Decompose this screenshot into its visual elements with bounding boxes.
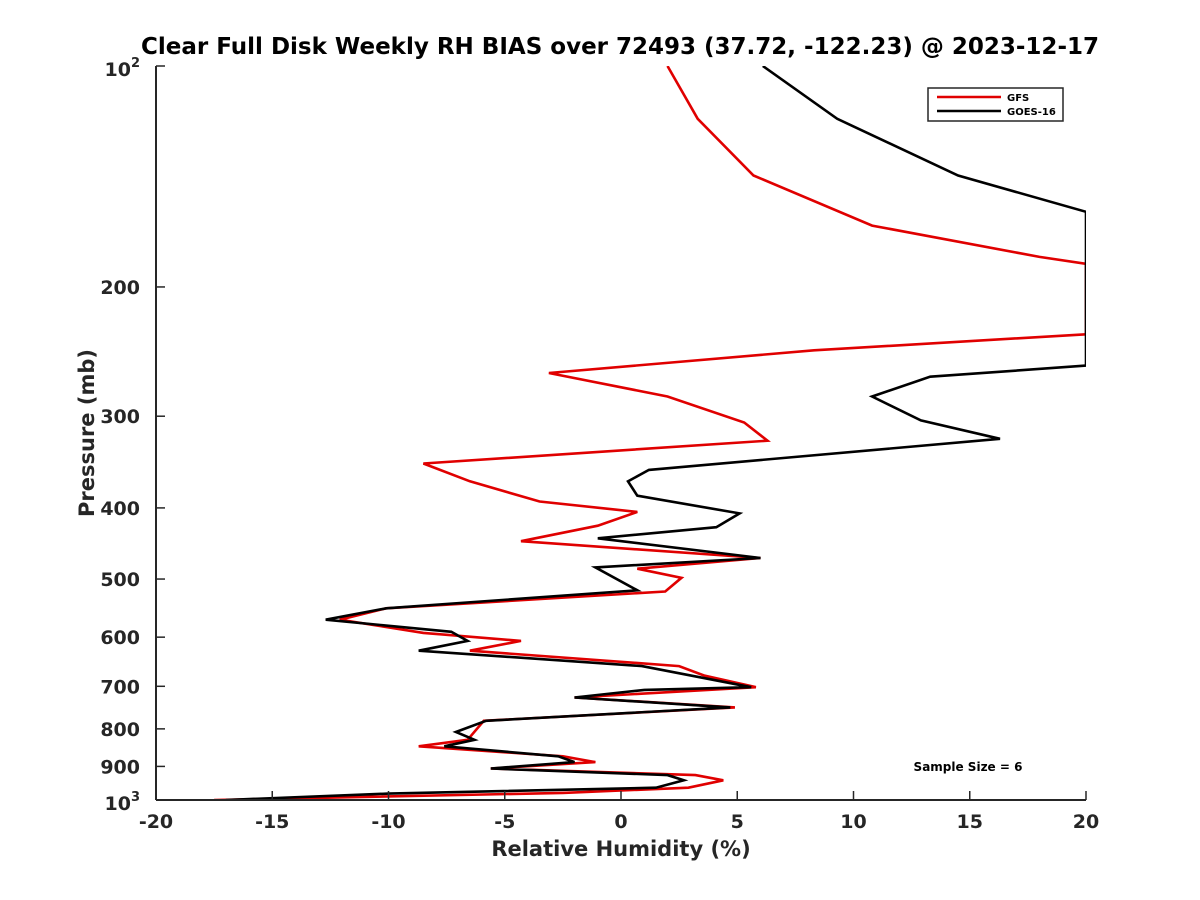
x-tick-label: -10 [371,811,405,833]
series-line-gfs [214,66,1086,800]
sample-size-annotation: Sample Size = 6 [914,760,1023,774]
x-axis-label: Relative Humidity (%) [491,837,750,861]
y-ticks: 200 300 400 500 600 700 800 900 [100,65,165,801]
y-tick-label: 500 [100,569,140,591]
x-tick-label: 0 [614,811,627,833]
y-tick-label: 800 [100,719,140,741]
y-axis-label: Pressure (mb) [75,349,99,517]
series-line-goes16 [225,66,1086,800]
legend: GFS GOES-16 [927,87,1064,122]
chart-title: Clear Full Disk Weekly RH BIAS over 7249… [141,34,1099,60]
series-group [214,66,1086,800]
x-tick-label: -20 [139,811,173,833]
legend-box [927,87,1064,122]
x-tick-label: -15 [255,811,289,833]
x-ticks: -20 -15 -10 -5 0 5 10 15 20 [139,791,1099,833]
x-tick-label: 15 [957,811,983,833]
y-tick-label: 400 [100,498,140,520]
y-tick-label: 700 [100,676,140,698]
legend-label-goes16: GOES-16 [1007,107,1056,118]
x-tick-label: -5 [494,811,515,833]
x-tick-label: 5 [731,811,744,833]
y-tick-label: 200 [100,277,140,299]
y-tick-label-top: 102 [105,56,141,81]
x-tick-label: 10 [840,811,866,833]
y-tick-label-bottom: 103 [105,790,141,815]
y-tick-label: 900 [100,756,140,778]
x-tick-label: 20 [1073,811,1099,833]
y-tick-label: 600 [100,627,140,649]
legend-label-gfs: GFS [1007,93,1029,104]
y-tick-label: 300 [100,406,140,428]
